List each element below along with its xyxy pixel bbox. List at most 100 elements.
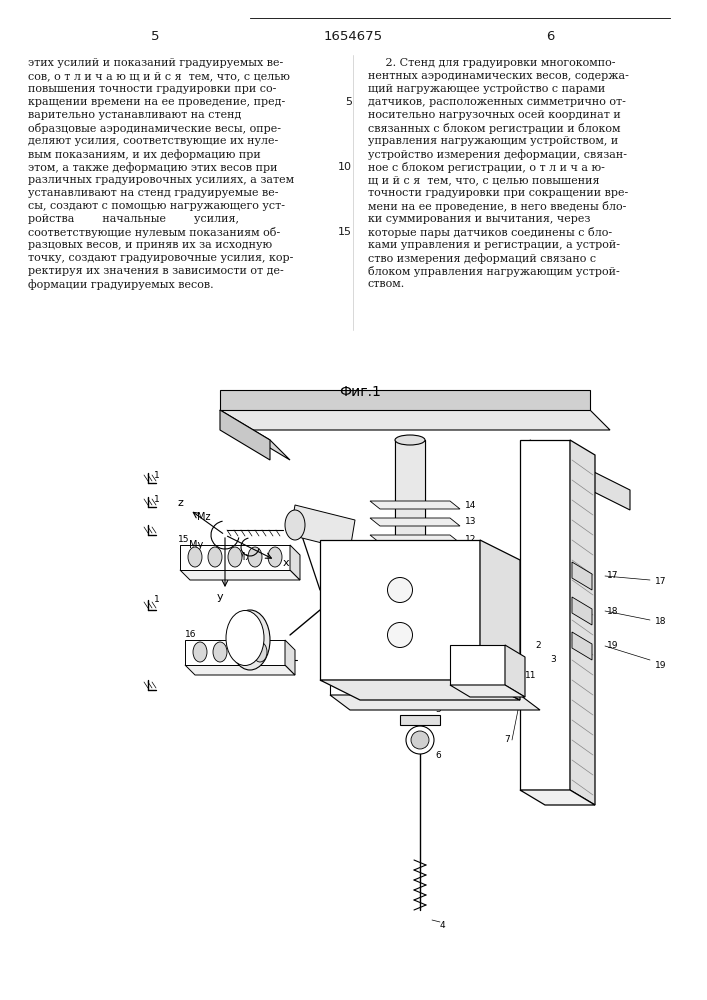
Text: 19: 19 (655, 660, 667, 670)
Ellipse shape (248, 547, 262, 567)
Text: повышения точности градуировки при со-: повышения точности градуировки при со- (28, 84, 276, 94)
Text: 3: 3 (550, 656, 556, 664)
Ellipse shape (253, 642, 267, 662)
Text: 6: 6 (435, 750, 440, 760)
Ellipse shape (387, 622, 412, 648)
Polygon shape (520, 440, 570, 790)
Polygon shape (530, 440, 630, 510)
Text: x: x (283, 558, 290, 568)
Text: блоком управления нагружающим устрой-: блоком управления нагружающим устрой- (368, 266, 620, 277)
Text: устанавливают на стенд градуируемые ве-: устанавливают на стенд градуируемые ве- (28, 188, 279, 198)
Text: 15: 15 (338, 227, 352, 237)
Text: 5: 5 (151, 30, 159, 43)
Ellipse shape (213, 642, 227, 662)
Polygon shape (180, 570, 300, 580)
Text: Mx: Mx (237, 552, 251, 562)
Polygon shape (370, 501, 460, 509)
Polygon shape (290, 545, 300, 580)
Text: 7: 7 (504, 736, 510, 744)
Polygon shape (450, 645, 505, 685)
Text: устройство измерения деформации, связан-: устройство измерения деформации, связан- (368, 149, 627, 160)
Text: ство измерения деформаций связано с: ство измерения деформаций связано с (368, 253, 596, 264)
Text: 19: 19 (607, 642, 619, 650)
Text: ректируя их значения в зависимости от де-: ректируя их значения в зависимости от де… (28, 266, 284, 276)
Text: этом, а также деформацию этих весов при: этом, а также деформацию этих весов при (28, 162, 278, 173)
Text: Mz: Mz (197, 512, 210, 522)
Ellipse shape (193, 642, 207, 662)
Polygon shape (330, 695, 540, 710)
Polygon shape (505, 645, 525, 697)
Polygon shape (180, 545, 290, 570)
Text: 10: 10 (338, 162, 352, 172)
Text: разцовых весов, и приняв их за исходную: разцовых весов, и приняв их за исходную (28, 240, 272, 250)
Polygon shape (570, 440, 595, 805)
Polygon shape (220, 410, 290, 460)
Text: кращении времени на ее проведение, пред-: кращении времени на ее проведение, пред- (28, 97, 285, 107)
Text: варительно устанавливают на стенд: варительно устанавливают на стенд (28, 110, 241, 120)
Text: щий нагружающее устройство с парами: щий нагружающее устройство с парами (368, 84, 605, 94)
Text: 12: 12 (465, 534, 477, 544)
Text: ки суммирования и вычитания, через: ки суммирования и вычитания, через (368, 214, 590, 224)
Text: ное с блоком регистрации, о т л и ч а ю-: ное с блоком регистрации, о т л и ч а ю- (368, 162, 605, 173)
Polygon shape (290, 505, 355, 550)
Polygon shape (220, 390, 590, 410)
Text: 5: 5 (435, 706, 440, 714)
Text: 5: 5 (345, 97, 352, 107)
Text: которые пары датчиков соединены с бло-: которые пары датчиков соединены с бло- (368, 227, 612, 238)
Text: 1654675: 1654675 (323, 30, 382, 43)
Ellipse shape (208, 547, 222, 567)
Text: 17: 17 (607, 572, 619, 580)
Text: 6: 6 (546, 30, 554, 43)
Polygon shape (330, 675, 520, 695)
Text: точности градуировки при сокращении вре-: точности градуировки при сокращении вре- (368, 188, 629, 198)
Text: My: My (189, 540, 203, 550)
Text: 1: 1 (154, 471, 160, 480)
Ellipse shape (268, 547, 282, 567)
Text: различных градуировочных усилиях, а затем: различных градуировочных усилиях, а зате… (28, 175, 294, 185)
Text: щ и й с я  тем, что, с целью повышения: щ и й с я тем, что, с целью повышения (368, 175, 600, 185)
Text: нентных аэродинамических весов, содержа-: нентных аэродинамических весов, содержа- (368, 71, 629, 81)
Polygon shape (450, 685, 525, 697)
Polygon shape (320, 680, 520, 700)
Polygon shape (220, 410, 610, 430)
Text: точку, создают градуировочные усилия, кор-: точку, создают градуировочные усилия, ко… (28, 253, 293, 263)
Polygon shape (572, 562, 592, 590)
Text: 16: 16 (185, 630, 197, 639)
Text: ками управления и регистрации, а устрой-: ками управления и регистрации, а устрой- (368, 240, 620, 250)
Text: ством.: ством. (368, 279, 405, 289)
Ellipse shape (230, 610, 270, 670)
Text: 15: 15 (178, 535, 189, 544)
Ellipse shape (285, 510, 305, 540)
Text: 4: 4 (440, 920, 445, 930)
Text: мени на ее проведение, в него введены бло-: мени на ее проведение, в него введены бл… (368, 201, 626, 212)
Polygon shape (185, 665, 295, 675)
Text: датчиков, расположенных симметрично от-: датчиков, расположенных симметрично от- (368, 97, 626, 107)
Polygon shape (400, 715, 440, 725)
Ellipse shape (233, 642, 247, 662)
Text: 1: 1 (154, 595, 160, 604)
Ellipse shape (226, 610, 264, 666)
Text: образцовые аэродинамические весы, опре-: образцовые аэродинамические весы, опре- (28, 123, 281, 134)
Text: связанных с блоком регистрации и блоком: связанных с блоком регистрации и блоком (368, 123, 621, 134)
Ellipse shape (188, 547, 202, 567)
Polygon shape (572, 597, 592, 625)
Text: этих усилий и показаний градуируемых ве-: этих усилий и показаний градуируемых ве- (28, 58, 284, 68)
Text: вым показаниям, и их деформацию при: вым показаниям, и их деформацию при (28, 149, 261, 160)
Polygon shape (220, 410, 270, 460)
Text: z: z (177, 498, 183, 508)
Text: 11: 11 (525, 670, 537, 680)
Text: формации градуируемых весов.: формации градуируемых весов. (28, 279, 214, 290)
Ellipse shape (406, 726, 434, 754)
Ellipse shape (228, 547, 242, 567)
Text: 2: 2 (535, 641, 541, 650)
Text: сов, о т л и ч а ю щ и й с я  тем, что, с целью: сов, о т л и ч а ю щ и й с я тем, что, с… (28, 71, 290, 81)
Text: 1: 1 (154, 495, 160, 504)
Ellipse shape (395, 435, 425, 445)
Ellipse shape (411, 731, 429, 749)
Text: сы, создают с помощью нагружающего уст-: сы, создают с помощью нагружающего уст- (28, 201, 285, 211)
Ellipse shape (387, 578, 412, 602)
Text: 17: 17 (655, 578, 667, 586)
Polygon shape (285, 640, 295, 675)
Polygon shape (572, 632, 592, 660)
Polygon shape (185, 640, 285, 665)
